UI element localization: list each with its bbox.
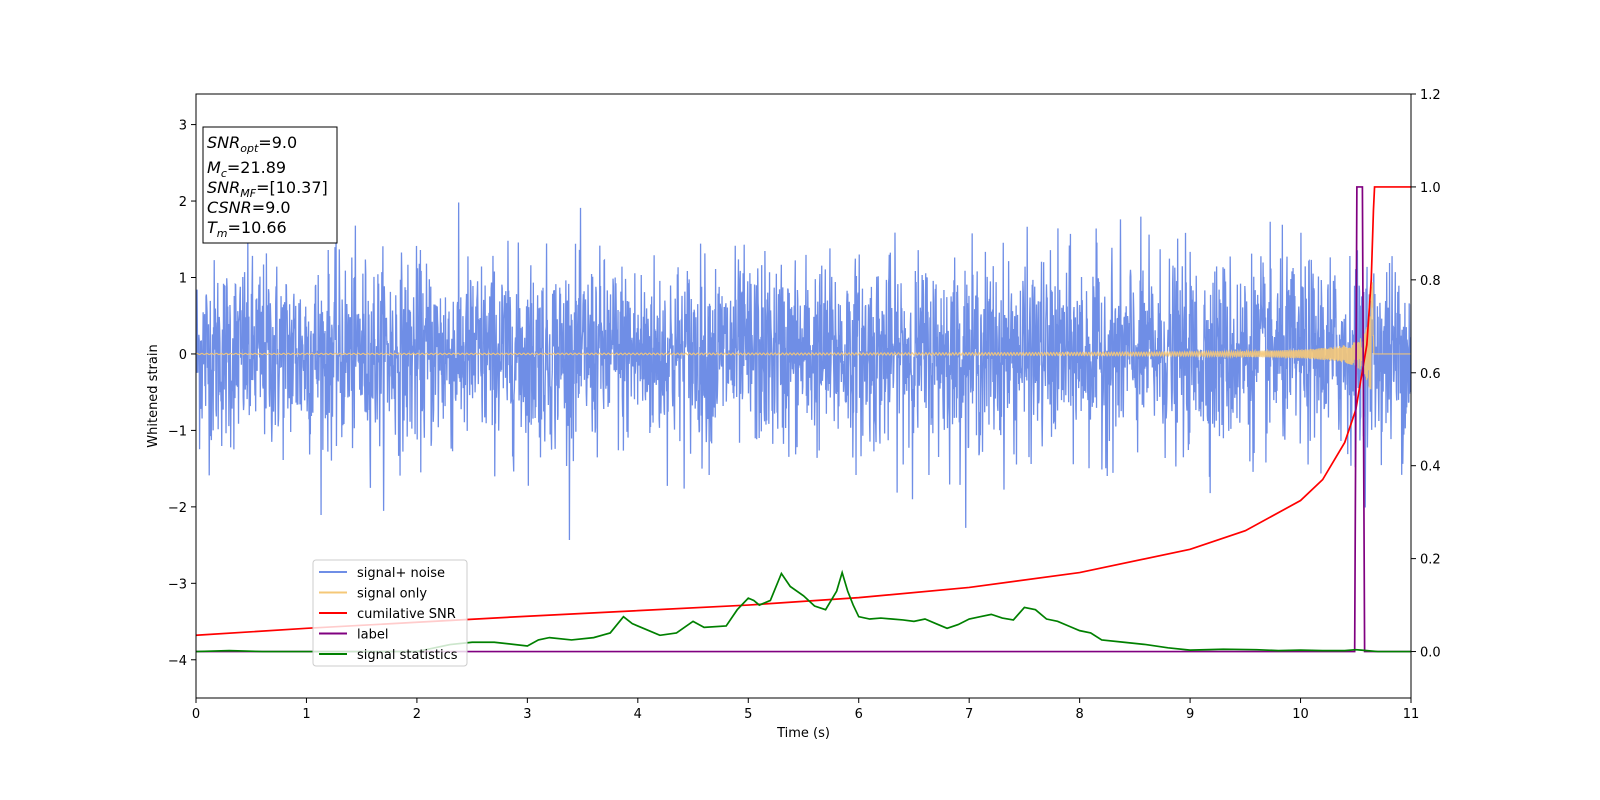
y-axis-right: 1.2 1.0 0.8 0.6 0.4 0.2 0.0	[1411, 88, 1441, 661]
legend-label: signal+ noise	[357, 566, 445, 581]
x-tick-label: 3	[523, 707, 531, 722]
x-tick-label: 2	[413, 707, 421, 722]
plot-data-layer	[196, 186, 1411, 653]
y-left-tick-label: −4	[168, 654, 187, 669]
x-tick-label: 10	[1292, 707, 1309, 722]
x-tick-label: 1	[302, 707, 310, 722]
y-left-tick-label: −1	[168, 424, 187, 439]
legend-frame	[312, 559, 468, 667]
legend-label: label	[357, 628, 388, 643]
legend-label: signal only	[357, 587, 427, 602]
legend-label: cumilative SNR	[357, 607, 456, 622]
x-tick-label: 4	[634, 707, 642, 722]
y-right-tick-label: 0.4	[1420, 460, 1441, 475]
y-right-tick-label: 1.2	[1420, 88, 1441, 103]
y-left-tick-label: 3	[179, 119, 187, 134]
y-right-tick-label: 0.2	[1420, 553, 1441, 568]
x-tick-label: 5	[744, 707, 752, 722]
axes-frame	[195, 93, 1412, 699]
x-axis-title: Time (s)	[776, 726, 830, 741]
y-left-tick-label: 0	[179, 348, 187, 363]
info-box-frame	[202, 126, 338, 244]
legend: signal+ noise signal only cumilative SNR la…	[312, 559, 468, 667]
y-right-tick-label: 0.0	[1420, 646, 1441, 661]
y-right-tick-label: 1.0	[1420, 181, 1441, 196]
x-axis: 0 1 2 3 4 5 6 7 8 9 10 11	[192, 698, 1419, 722]
y-axis-title: Whitened strain	[146, 344, 161, 447]
legend-label: signal statistics	[357, 648, 458, 663]
y-axis-left: 3 2 1 0 −1 −2 −3 −4	[168, 119, 196, 669]
info-box: SNRopt=9.0 Mc=21.89 SNRMF=[10.37] CSNR=9…	[202, 126, 338, 244]
series-signal-noise	[196, 202, 1411, 540]
y-right-tick-label: 0.6	[1420, 367, 1441, 382]
x-tick-label: 7	[965, 707, 973, 722]
y-left-tick-label: −2	[168, 501, 187, 516]
series-signal-only	[196, 282, 1411, 390]
info-snr-mf: SNRMF=[10.37]	[207, 178, 328, 200]
info-snr-opt: SNRopt=9.0	[207, 133, 297, 155]
x-tick-label: 6	[855, 707, 863, 722]
x-tick-label: 11	[1403, 707, 1420, 722]
series-signal-statistics	[196, 569, 1411, 653]
y-left-tick-label: 1	[179, 271, 187, 286]
y-right-tick-label: 0.8	[1420, 274, 1441, 289]
series-cumilative-snr	[196, 186, 1411, 637]
info-merger-time: Tm=10.66	[207, 218, 287, 240]
info-chirp-mass: Mc=21.89	[207, 158, 286, 180]
y-left-tick-label: −3	[168, 577, 187, 592]
x-tick-label: 0	[192, 707, 200, 722]
info-csnr: CSNR=9.0	[207, 198, 291, 217]
x-tick-label: 8	[1075, 707, 1083, 722]
y-left-tick-label: 2	[179, 195, 187, 210]
x-tick-label: 9	[1186, 707, 1194, 722]
